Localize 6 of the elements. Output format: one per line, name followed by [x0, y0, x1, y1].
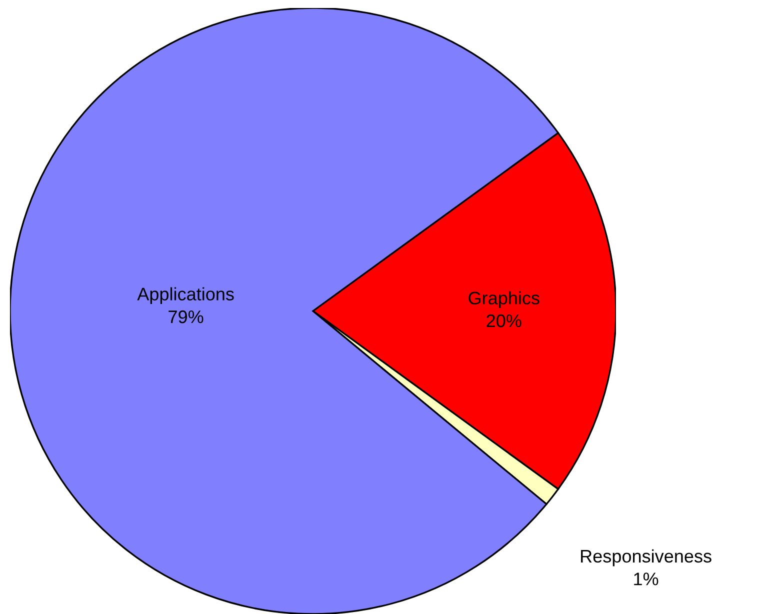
slice-label: Graphics: [468, 291, 540, 308]
data-label: 1%: [634, 572, 658, 586]
data-label: 79%: [168, 310, 204, 324]
slice-label: Responsiveness: [581, 549, 712, 566]
data-label: 20%: [486, 314, 522, 328]
slice-label: Applications: [137, 287, 234, 304]
